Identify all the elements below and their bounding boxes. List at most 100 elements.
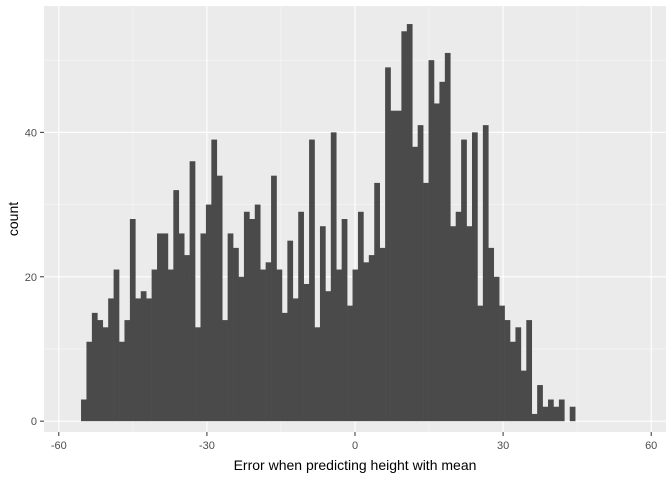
histogram-bar [292,298,299,422]
histogram-bar [281,312,288,422]
histogram-bar [455,211,462,422]
histogram-bar [173,190,180,422]
histogram-bar [129,219,136,422]
axes: -60 -30 0 30 60 0 20 40 [25,127,658,452]
histogram-bar [499,305,505,422]
histogram-bar [395,110,402,422]
x-axis-title: Error when predicting height with mean [234,457,477,473]
histogram-bar [108,298,114,422]
histogram-bar [86,341,93,422]
histogram-bar [167,269,174,422]
histogram-bar [482,125,489,422]
histogram-bar [178,233,185,422]
histogram-bar [558,399,565,422]
x-tick-label: 60 [645,440,657,452]
histogram-bar [162,233,169,422]
x-tick-label: 30 [497,440,509,452]
histogram-bar [151,269,158,422]
histogram-bar [233,247,239,422]
histogram-bar [510,341,516,422]
histogram-bar [569,406,576,422]
histogram-bar [119,341,125,422]
histogram-bar [428,60,435,422]
histogram-bar [319,226,326,422]
histogram-bar [466,226,473,422]
histogram-bar [531,413,538,422]
histogram-bar [548,399,554,422]
histogram-bar [216,175,223,422]
histogram-bar [439,81,446,422]
histogram-bar [385,67,391,422]
histogram-bar [222,320,228,422]
histogram-bar [341,219,348,422]
histogram-bar [450,226,457,422]
histogram-bar [260,269,266,422]
x-tick-label: -30 [199,440,215,452]
histogram-bar [433,103,440,422]
histogram-bar [184,255,190,422]
histogram-bar [401,31,408,422]
histogram-bar [102,327,109,422]
histogram-bar [287,240,294,422]
histogram-bar [542,406,549,422]
histogram-bar [357,211,364,422]
histogram-bar [444,52,451,422]
histogram-bar [352,269,359,422]
histogram-bar [146,298,152,422]
histogram-bar [493,276,500,422]
histogram-bar [81,399,87,422]
histogram-bar [91,312,98,422]
histogram-bar [461,139,467,422]
histogram-bar [238,276,245,422]
histogram-bar [526,320,533,422]
histogram-bar [271,175,277,422]
histogram-bar [227,233,234,422]
histogram-bar [520,370,527,422]
histogram-bar [390,110,397,422]
histogram-bar [265,262,272,422]
histogram-bar [189,161,196,422]
histogram-bar [515,327,522,422]
histogram-bar [325,291,332,422]
histogram-bar [504,320,511,422]
histogram-bar [243,211,250,422]
histogram-bar [298,211,304,422]
histogram-bar [423,182,429,422]
histogram-bar [537,385,543,422]
y-tick-label: 40 [25,127,37,139]
histogram-bar [477,305,484,422]
histogram-bar [379,247,386,422]
histogram-bar [488,247,495,422]
x-tick-label: 0 [352,440,358,452]
histogram-bar [140,291,147,422]
histogram-bar [363,262,370,422]
histogram-bar [374,182,380,422]
histogram-bar [211,139,218,422]
histogram-bars [81,24,576,422]
histogram-bar [347,305,353,422]
histogram-bar [309,139,315,422]
y-axis-title: count [5,202,21,236]
histogram-bar [205,204,212,422]
histogram-bar [368,255,375,422]
histogram-bar [157,233,163,422]
histogram-bar [124,320,131,422]
histogram-bar [417,125,424,422]
histogram-bar [276,269,283,422]
histogram-bar [314,327,321,422]
histogram-bar [254,204,261,422]
histogram-bar [195,327,201,422]
histogram-bar [330,132,337,422]
histogram-bar [97,320,104,422]
y-tick-label: 20 [25,272,37,284]
histogram-bar [113,269,120,422]
histogram-bar [553,406,560,422]
histogram-bar [200,233,207,422]
histogram-bar [336,269,342,422]
histogram-bar [135,298,142,422]
histogram-bar [249,219,256,422]
histogram-bar [303,283,310,422]
histogram-bar [471,132,478,422]
histogram-bar [412,146,418,422]
